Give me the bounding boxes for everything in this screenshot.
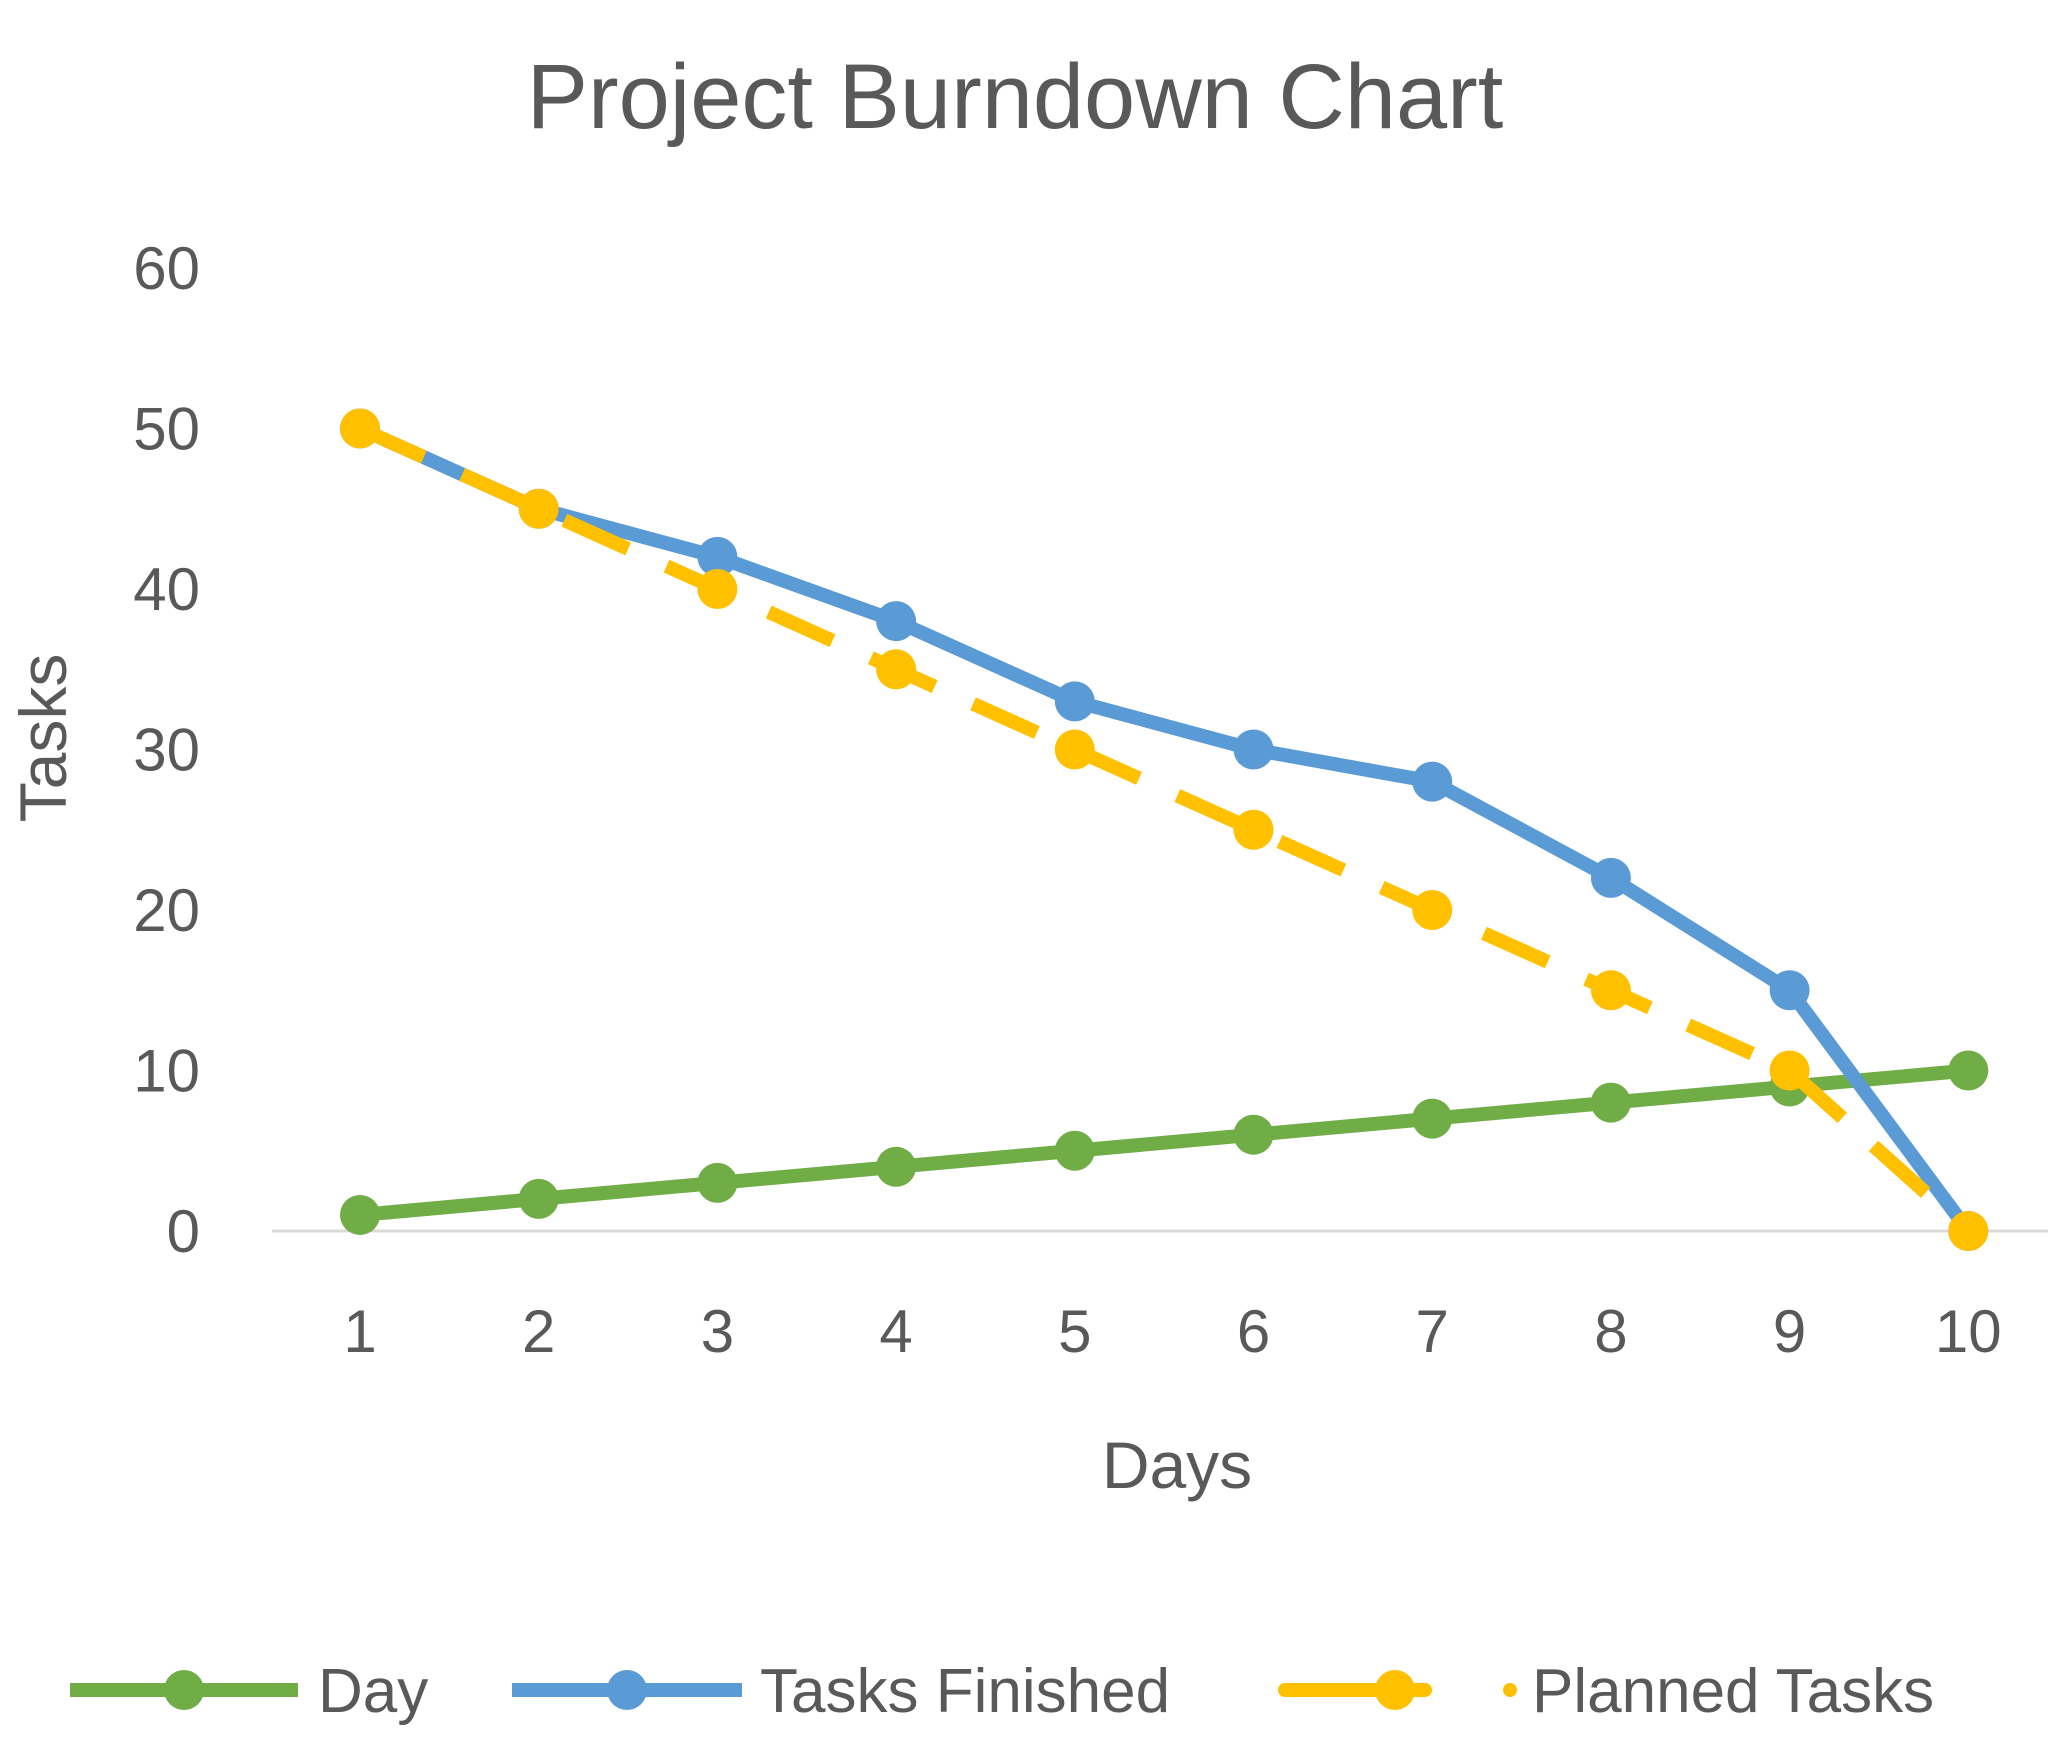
y-tick-label: 40 [133,556,200,623]
data-point-day [697,1162,738,1203]
x-tick-label: 5 [1058,1298,1091,1365]
y-tick-label: 50 [133,396,200,463]
data-point-day [1233,1114,1274,1155]
plot-area: 0 10 20 30 40 50 60 1 2 3 4 5 6 7 8 9 10 [133,235,2048,1365]
x-tick-label: 8 [1594,1298,1627,1365]
y-tick-label: 30 [133,717,200,784]
data-point-planned-tasks [1412,890,1453,930]
data-point-tasks-finished [1233,729,1274,770]
y-tick-label: 20 [133,877,200,944]
data-point-tasks-finished [1412,761,1453,802]
data-point-day [518,1178,559,1219]
data-point-day [1590,1082,1631,1123]
data-point-tasks-finished [1769,970,1810,1011]
x-tick-label: 9 [1773,1298,1806,1365]
legend-line-planned-tasks [1503,1683,1517,1697]
x-tick-label: 2 [522,1298,555,1365]
legend-label-planned-tasks: Planned Tasks [1532,1657,1934,1726]
legend: Day Tasks Finished Planned Tasks [70,1657,1934,1726]
data-point-planned-tasks [518,488,559,529]
y-tick-label: 60 [133,235,200,302]
series-line-day [359,1063,1969,1222]
series-line-tasks-finished [357,422,1974,1236]
x-tick-label: 7 [1416,1298,1449,1365]
legend-marker-tasks-finished [607,1670,647,1710]
x-tick-label: 10 [1935,1298,2002,1365]
data-point-tasks-finished [697,536,738,577]
data-point-planned-tasks [1769,1050,1810,1091]
data-point-planned-tasks [340,408,380,449]
data-point-planned-tasks [1054,729,1095,770]
y-axis-title: Tasks [6,654,80,823]
legend-marker-planned-tasks [1375,1670,1415,1710]
y-tick-label: 0 [167,1198,200,1265]
x-tick-label: 4 [879,1298,912,1365]
data-point-tasks-finished [1054,681,1095,722]
data-point-planned-tasks [1590,970,1631,1011]
x-axis-title: Days [1102,1428,1252,1502]
data-point-day [1412,1098,1453,1139]
series-line-planned-tasks [357,422,1973,1237]
data-point-day [1948,1050,1989,1091]
x-tick-label: 3 [701,1298,734,1365]
data-point-day [876,1146,917,1187]
legend-label-tasks-finished: Tasks Finished [760,1657,1170,1726]
data-point-day [1054,1130,1095,1171]
chart-title: Project Burndown Chart [527,46,1504,148]
data-point-tasks-finished [1590,857,1631,898]
data-point-planned-tasks [1948,1211,1989,1251]
x-tick-label: 1 [343,1298,376,1365]
legend-label-day: Day [318,1657,428,1726]
data-point-day [340,1194,380,1235]
data-point-tasks-finished [876,601,917,642]
legend-marker-day [164,1670,204,1710]
data-point-planned-tasks [876,649,917,690]
data-point-planned-tasks [1233,809,1274,850]
data-point-planned-tasks [697,569,738,609]
x-tick-label: 6 [1237,1298,1270,1365]
y-tick-label: 10 [133,1038,200,1105]
